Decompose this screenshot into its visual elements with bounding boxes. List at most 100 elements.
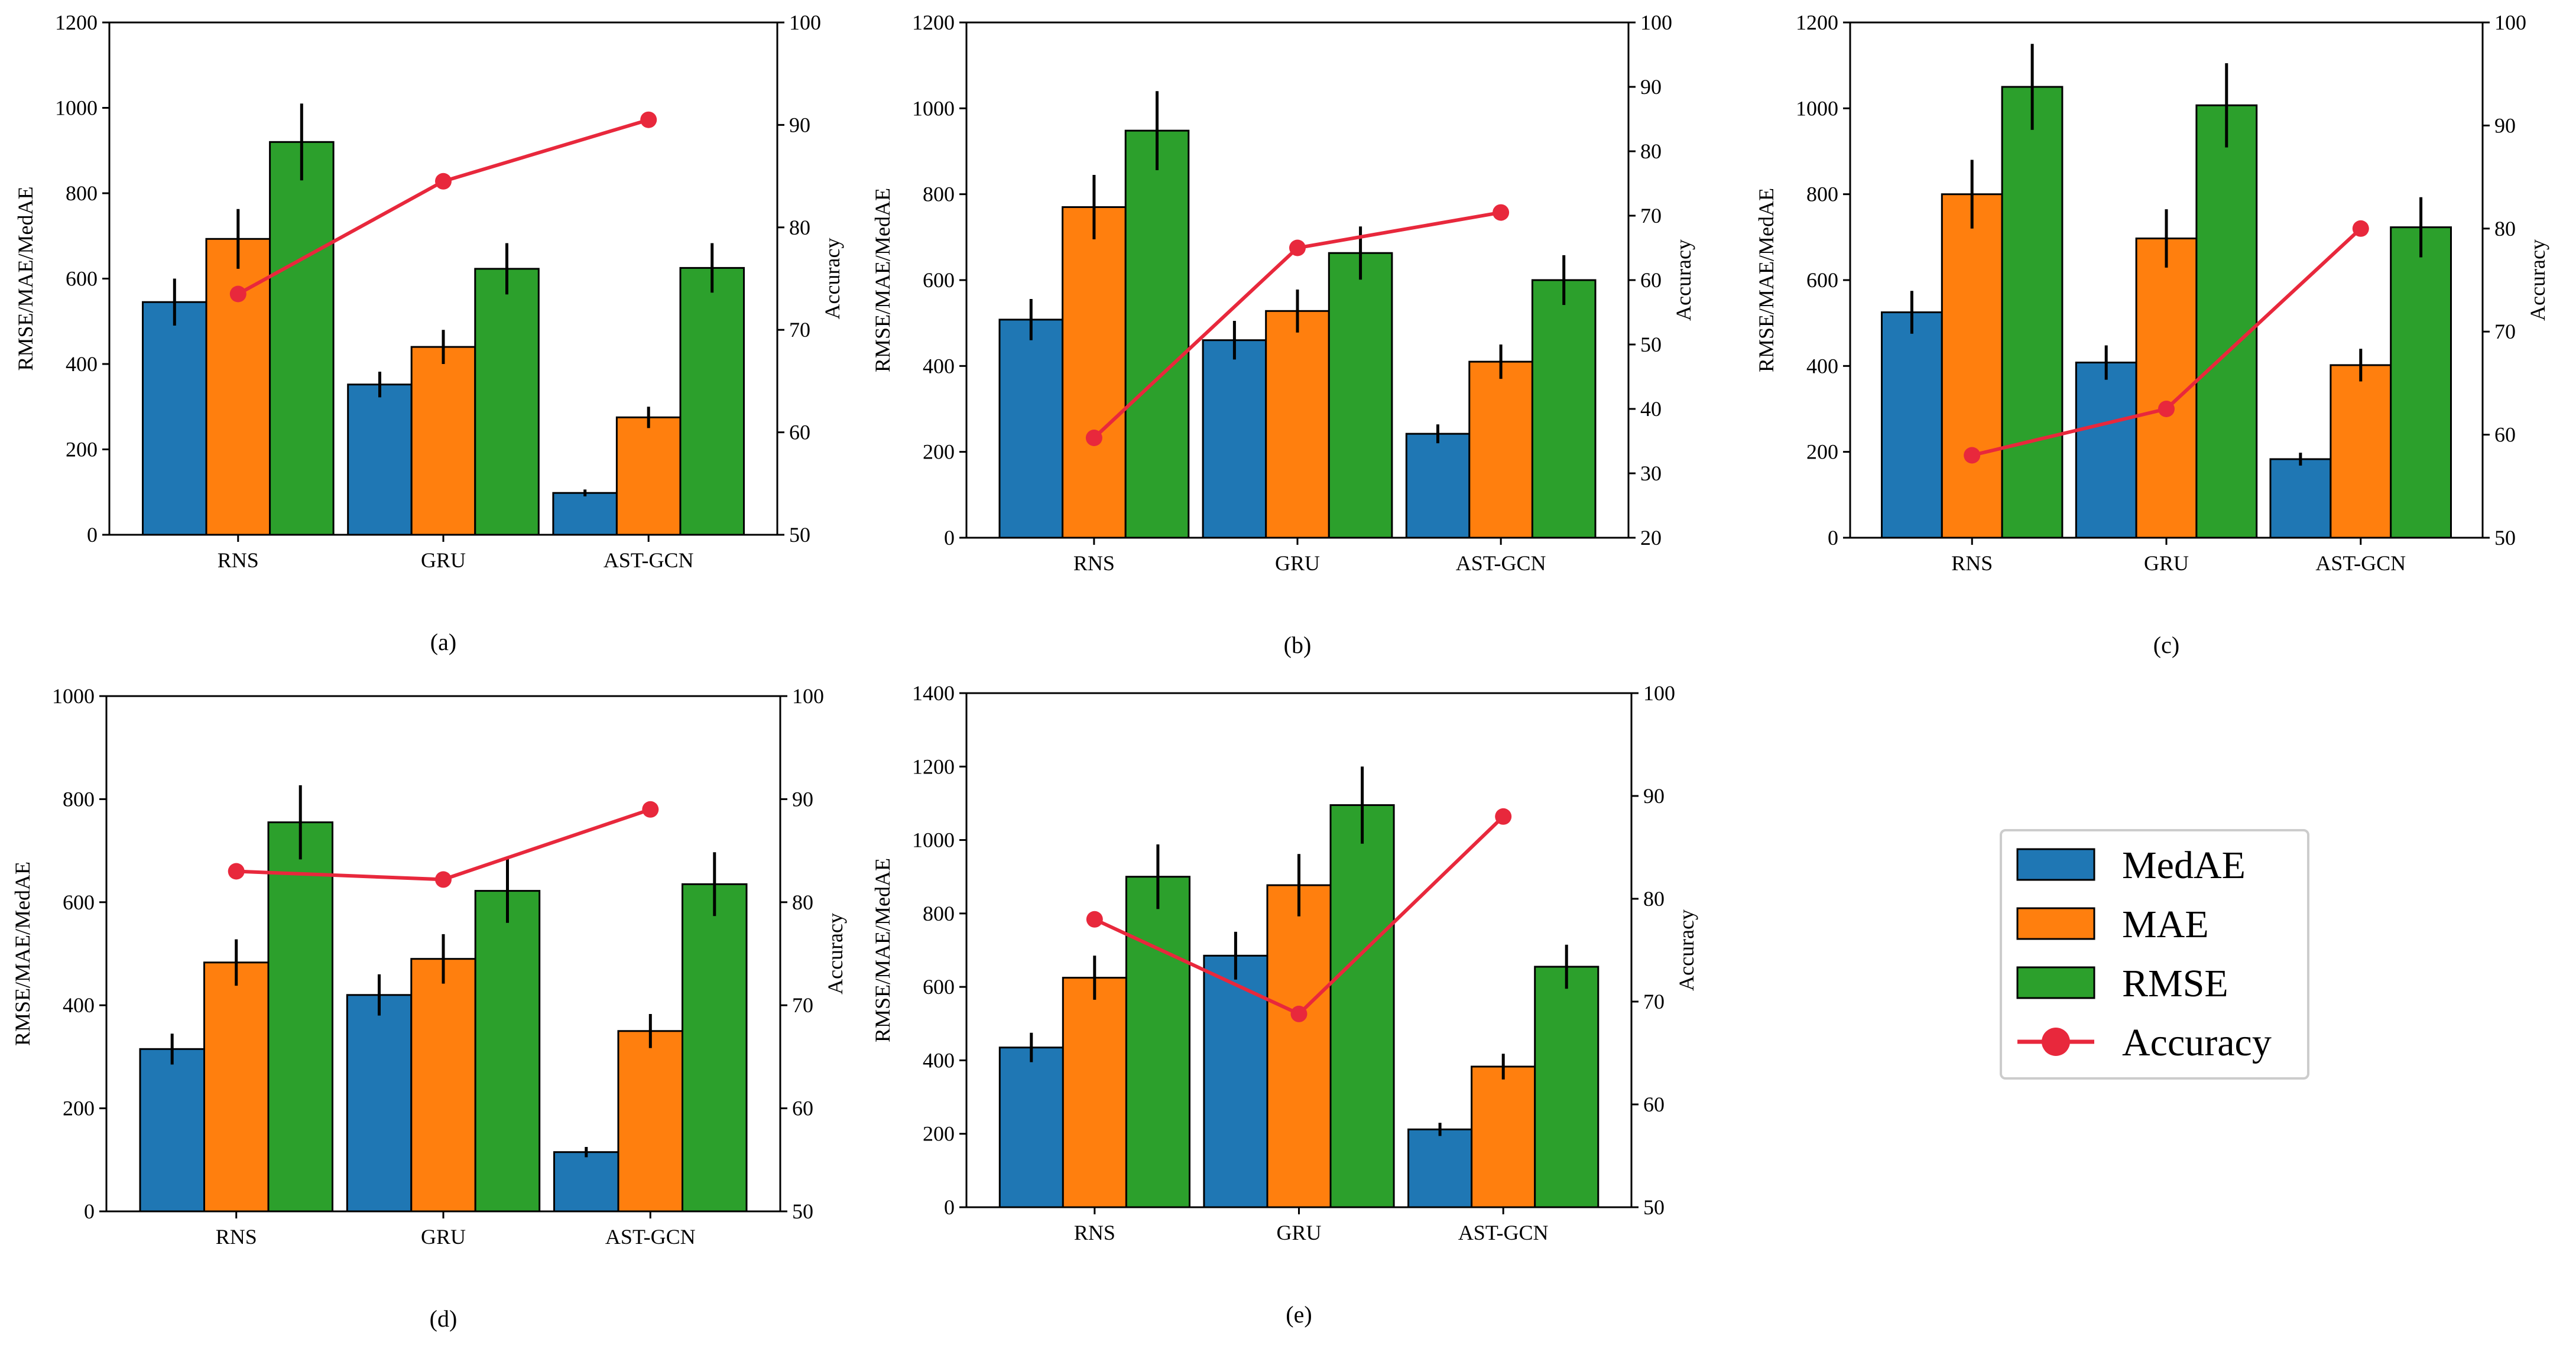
accuracy-point-gru — [1289, 239, 1306, 256]
y-tick-label: 1200 — [912, 11, 955, 34]
y2-tick-label: 60 — [789, 421, 810, 444]
bar-medae-rns — [998, 318, 1064, 539]
bar-mae-gru — [410, 958, 476, 1213]
bar-medae-rns — [142, 301, 207, 536]
y-tick-label: 400 — [1806, 354, 1838, 378]
chart-4: 0 200 400 600 800 1000 50 60 70 80 90 100 RNS GRU AST-… — [11, 684, 847, 1332]
y-tick-label: 800 — [923, 183, 955, 206]
bar-mae-gru — [1266, 884, 1332, 1208]
bar-rmse-gru — [1328, 252, 1393, 539]
y2-tick-label: 80 — [1640, 139, 1662, 163]
y2-tick-label: 80 — [792, 890, 813, 914]
bar-medae-ast-gcn — [1405, 433, 1471, 539]
accuracy-point-rns — [229, 285, 246, 303]
y-tick-label: 600 — [923, 268, 955, 292]
y-tick-label: 1000 — [912, 828, 955, 852]
legend: MedAE MAE RMSE Accuracy — [2000, 829, 2309, 1080]
y-axis-label: RMSE/MAE/MedAE — [871, 858, 894, 1042]
bar-medae-ast-gcn — [1407, 1128, 1473, 1208]
x-tick-label-ast-gcn: AST-GCN — [1456, 551, 1546, 575]
y-tick-label: 200 — [63, 1097, 95, 1120]
y2-axis-label: Accuracy — [820, 238, 844, 320]
legend-box — [2000, 829, 2309, 1080]
y-tick-label: 400 — [923, 354, 955, 378]
y-tick-label: 400 — [923, 1048, 955, 1072]
panel-caption: (d) — [430, 1305, 458, 1332]
y2-tick-label: 80 — [2494, 217, 2516, 240]
y-tick-label: 600 — [63, 890, 95, 914]
bar-mae-ast-gcn — [2330, 364, 2392, 539]
x-tick-label-rns: RNS — [1073, 551, 1115, 575]
y-tick-label: 400 — [66, 352, 98, 376]
y-tick-label: 0 — [87, 523, 98, 547]
x-tick-label-ast-gcn: AST-GCN — [605, 1225, 696, 1249]
y2-tick-label: 60 — [792, 1097, 813, 1120]
bar-medae-ast-gcn — [553, 1151, 619, 1213]
y2-tick-label: 100 — [1640, 11, 1672, 34]
bar-medae-gru — [346, 994, 413, 1213]
bar-rmse-gru — [2195, 104, 2258, 539]
y2-tick-label: 30 — [1640, 462, 1662, 485]
bar-mae-rns — [1062, 977, 1127, 1208]
bar-medae-gru — [1202, 339, 1267, 539]
bar-rmse-rns — [2001, 86, 2064, 539]
y2-tick-label: 60 — [2494, 423, 2516, 447]
bar-mae-rns — [1941, 193, 2003, 539]
y2-tick-label: 50 — [1643, 1195, 1665, 1219]
x-tick-label-ast-gcn: AST-GCN — [1458, 1221, 1549, 1244]
y-tick-label: 800 — [1806, 183, 1838, 206]
bar-mae-rns — [203, 961, 270, 1213]
y-tick-label: 600 — [1806, 268, 1838, 292]
panel-caption: (c) — [2153, 632, 2179, 658]
x-tick-label-rns: RNS — [216, 1225, 257, 1249]
bar-mae-ast-gcn — [617, 1030, 683, 1213]
x-tick-label-ast-gcn: AST-GCN — [2315, 551, 2406, 575]
y-tick-label: 1000 — [1796, 96, 1838, 120]
x-tick-label-gru: GRU — [421, 548, 466, 572]
accuracy-point-ast-gcn — [1495, 808, 1512, 825]
y2-tick-label: 50 — [2494, 526, 2516, 550]
y-tick-label: 200 — [1806, 440, 1838, 464]
y-axis-label: RMSE/MAE/MedAE — [871, 188, 894, 372]
bar-rmse-gru — [1329, 804, 1395, 1208]
y2-tick-label: 90 — [792, 787, 813, 811]
panel-caption: (e) — [1286, 1301, 1312, 1328]
bar-medae-ast-gcn — [552, 492, 618, 536]
accuracy-point-gru — [435, 871, 452, 888]
y2-tick-label: 90 — [2494, 113, 2516, 137]
bar-rmse-ast-gcn — [1531, 279, 1597, 539]
y2-tick-label: 90 — [1643, 784, 1665, 808]
y2-tick-label: 100 — [1643, 681, 1675, 705]
chart-5: 0 200 400 600 800 1000 1200 1400 50 60 70 80 90 100 RN… — [871, 681, 1698, 1328]
bar-mae-rns — [1062, 206, 1127, 539]
x-tick-label-gru: GRU — [2144, 551, 2189, 575]
y-axis-label: RMSE/MAE/MedAE — [1754, 188, 1778, 372]
bar-medae-gru — [347, 384, 413, 536]
legend-label-mae: MAE — [2122, 903, 2209, 946]
y2-tick-label: 70 — [1643, 990, 1665, 1013]
legend-swatch-medae — [2016, 848, 2095, 881]
y2-tick-label: 50 — [1640, 333, 1662, 356]
y-tick-label: 400 — [63, 993, 95, 1017]
y-tick-label: 1200 — [55, 11, 98, 34]
bar-mae-gru — [410, 346, 476, 536]
accuracy-point-gru — [435, 173, 452, 190]
accuracy-point-ast-gcn — [640, 111, 657, 128]
y-tick-label: 1400 — [912, 681, 955, 705]
y2-tick-label: 90 — [789, 113, 810, 136]
y-axis-label: RMSE/MAE/MedAE — [14, 186, 37, 370]
y2-tick-label: 70 — [792, 993, 813, 1017]
accuracy-point-rns — [1085, 430, 1102, 446]
y2-tick-label: 70 — [2494, 320, 2516, 343]
chart-1: 0 200 400 600 800 1000 1200 50 60 70 80 90 100 RNS GRU… — [14, 11, 844, 655]
accuracy-point-ast-gcn — [642, 801, 659, 818]
accuracy-point-rns — [1086, 911, 1103, 928]
y2-tick-label: 100 — [2494, 11, 2526, 34]
bar-medae-gru — [2075, 362, 2137, 539]
y2-tick-label: 50 — [792, 1200, 813, 1223]
y-tick-label: 0 — [84, 1200, 95, 1223]
x-tick-label-ast-gcn: AST-GCN — [604, 548, 694, 572]
y-tick-label: 0 — [944, 526, 955, 550]
accuracy-point-ast-gcn — [1493, 204, 1510, 221]
